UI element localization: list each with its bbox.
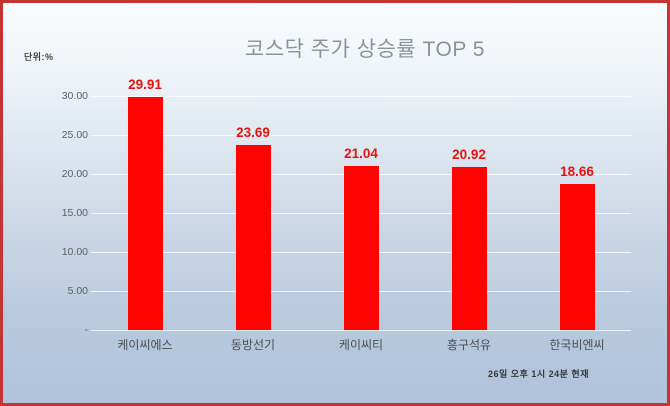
category-label: 한국비엔씨 (549, 338, 605, 352)
bar-value-label: 21.04 (344, 145, 378, 161)
y-tick-label: 5.00 (67, 285, 88, 297)
bar (235, 145, 271, 330)
category-label: 케이씨에스 (117, 338, 173, 352)
category-label: 동방선기 (230, 338, 276, 352)
y-tick-label: 10.00 (61, 246, 88, 258)
gridline (91, 135, 631, 136)
chart-title: 코스닥 주가 상승률 TOP 5 (245, 38, 485, 61)
bar (559, 184, 595, 330)
bar (451, 166, 487, 330)
y-tick-label: 30.00 (61, 90, 88, 102)
bar-value-label: 23.69 (236, 125, 270, 141)
bar-value-label: 18.66 (560, 164, 594, 180)
y-tick-label: 15.00 (61, 207, 88, 219)
y-tick-label: - (84, 324, 89, 336)
gridline (91, 330, 631, 331)
y-tick-label: 20.00 (61, 168, 88, 180)
gridline (91, 96, 631, 97)
bar (127, 96, 163, 330)
plot-area: 30.00 25.00 20.00 15.00 10.00 5.00 - 29.91 케이씨에스… (3, 3, 667, 403)
category-label: 케이씨티 (338, 338, 384, 352)
unit-label: 단위:% (24, 52, 54, 62)
category-label: 흥구석유 (446, 338, 492, 352)
timestamp-label: 26일 오후 1시 24분 현재 (488, 369, 589, 379)
bar (343, 165, 379, 330)
y-tick-label: 25.00 (61, 129, 88, 141)
bar-value-label: 20.92 (452, 146, 486, 162)
bar-value-label: 29.91 (128, 76, 162, 92)
